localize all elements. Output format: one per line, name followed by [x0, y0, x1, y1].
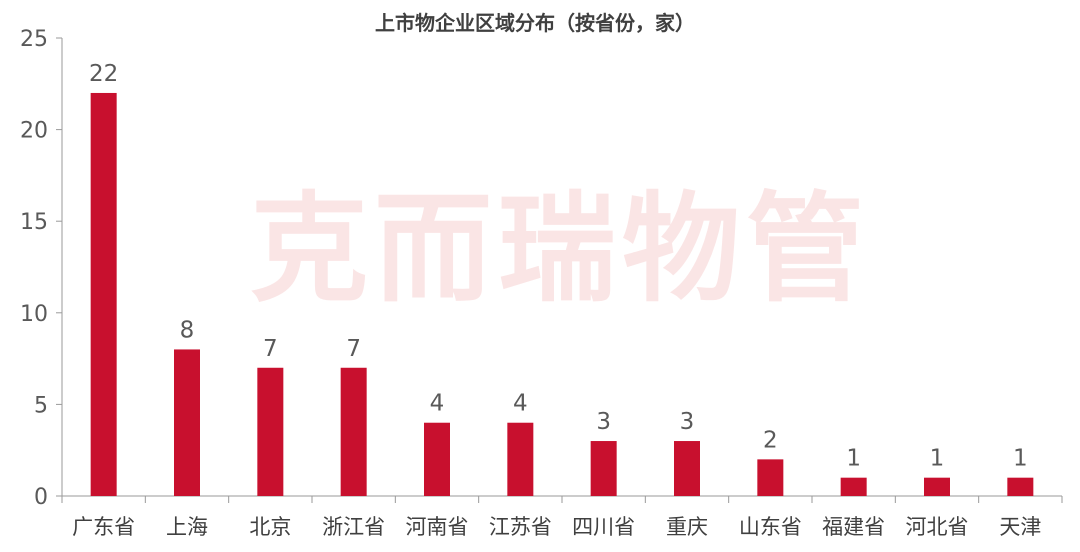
data-label: 22	[89, 61, 118, 87]
x-tick-label: 江苏省	[489, 515, 552, 539]
watermark: 克而瑞物管	[250, 180, 870, 318]
bar	[340, 367, 367, 496]
data-label: 1	[1013, 446, 1028, 472]
bar	[590, 441, 617, 496]
x-tick-label: 四川省	[572, 515, 635, 539]
bar	[924, 477, 950, 496]
y-tick-label: 10	[20, 302, 48, 327]
y-tick-label: 20	[20, 119, 48, 144]
data-label: 3	[680, 409, 695, 435]
x-tick-label: 北京	[249, 515, 291, 539]
data-label: 8	[180, 317, 195, 343]
x-axis: 广东省 上海 北京 浙江省 河南省 江苏省 四川省 重庆 山东省 福建省 河北省 天津	[61, 495, 1063, 539]
bar	[424, 422, 450, 496]
x-tick-label: 天津	[999, 515, 1041, 539]
data-label: 1	[846, 446, 861, 472]
bar	[257, 367, 284, 496]
x-tick-label: 河北省	[906, 515, 969, 539]
y-axis: 0 5 10 15 20 25	[20, 27, 63, 510]
data-label: 4	[513, 391, 528, 417]
bars	[90, 92, 1034, 497]
data-labels: 22 8 7 7 4 4 3 3 2 1 1 1	[89, 61, 1028, 472]
x-tick-label: 重庆	[666, 515, 708, 539]
bar	[174, 349, 200, 496]
y-tick-label: 25	[20, 27, 48, 52]
y-tick-label: 15	[20, 210, 48, 235]
data-label: 7	[346, 336, 361, 362]
y-tick-label: 0	[34, 485, 48, 510]
x-tick-label: 山东省	[739, 515, 802, 539]
chart-title: 上市物企业区域分布（按省份，家）	[375, 11, 695, 35]
bar	[90, 92, 117, 497]
x-tick-label: 浙江省	[322, 515, 385, 539]
x-tick-label: 上海	[166, 515, 208, 539]
x-tick-label: 广东省	[72, 515, 135, 539]
x-tick-label: 福建省	[822, 515, 885, 539]
data-label: 1	[930, 446, 945, 472]
bar	[1007, 477, 1034, 496]
y-tick-label: 5	[34, 393, 48, 418]
bar	[757, 459, 784, 496]
bar	[840, 477, 867, 496]
data-label: 7	[263, 336, 278, 362]
data-label: 4	[430, 391, 445, 417]
bar	[507, 422, 534, 496]
data-label: 3	[596, 409, 611, 435]
x-tick-label: 河南省	[406, 515, 469, 539]
data-label: 2	[763, 427, 778, 453]
bar	[674, 441, 700, 496]
